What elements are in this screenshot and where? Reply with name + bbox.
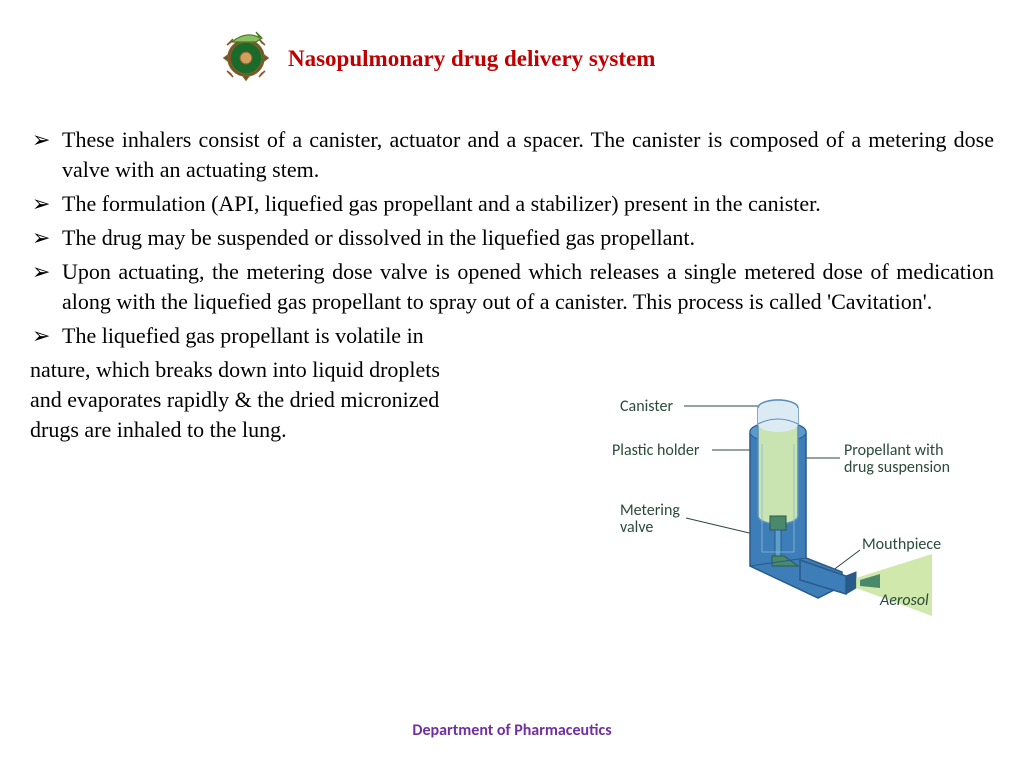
continuation-line: nature, which breaks down into liquid dr… [30,355,540,385]
slide-footer: Department of Pharmaceutics [0,721,1024,740]
diagram-label-metering: Metering [620,502,680,519]
slide-header: Nasopulmonary drug delivery system [0,0,1024,89]
bullet-marker: ➢ [30,125,62,155]
continuation-line: and evaporates rapidly & the dried micro… [30,385,540,415]
bullet-item: ➢ These inhalers consist of a canister, … [30,125,994,185]
bullet-marker: ➢ [30,189,62,219]
diagram-label-canister: Canister [620,398,673,415]
diagram-label-propellant-1: Propellant with [844,442,944,459]
bullet-marker: ➢ [30,257,62,287]
bullet-text: The liquefied gas propellant is volatile… [62,321,424,351]
diagram-label-plastic-holder: Plastic holder [612,442,699,459]
logo-icon [218,28,274,89]
inhaler-diagram: Canister Plastic holder Metering valve P… [612,388,952,648]
bullet-item: ➢ The formulation (API, liquefied gas pr… [30,189,994,219]
slide-title: Nasopulmonary drug delivery system [288,46,655,72]
bullet-text: The formulation (API, liquefied gas prop… [62,189,821,219]
bullet-item: ➢ Upon actuating, the metering dose valv… [30,257,994,317]
bullet-marker: ➢ [30,321,62,351]
bullet-text: These inhalers consist of a canister, ac… [62,125,994,185]
continuation-line: drugs are inhaled to the lung. [30,415,540,445]
bullet-marker: ➢ [30,223,62,253]
diagram-label-aerosol: Aerosol [880,592,929,609]
diagram-label-valve: valve [620,519,653,536]
bullet-item: ➢ The liquefied gas propellant is volati… [30,321,540,351]
diagram-label-propellant-2: drug suspension [844,459,950,476]
bullet-item: ➢ The drug may be suspended or dissolved… [30,223,994,253]
diagram-label-mouthpiece: Mouthpiece [862,536,941,553]
bullet-text: Upon actuating, the metering dose valve … [62,257,994,317]
bullet-text: The drug may be suspended or dissolved i… [62,223,695,253]
